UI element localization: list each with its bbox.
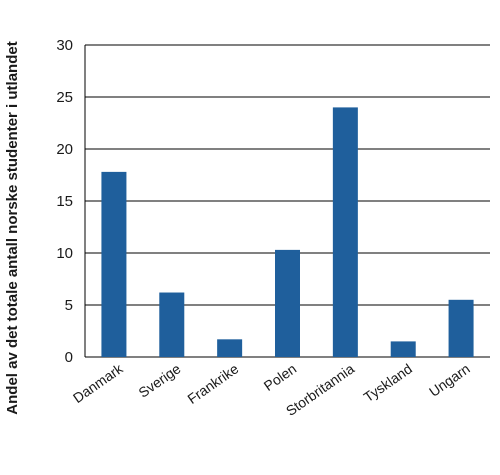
bar-frankrike: [217, 339, 243, 357]
x-tick-label: Polen: [261, 360, 300, 394]
x-tick-labels: Danmark Sverige Frankrike PolenStorbritanni…: [70, 360, 473, 419]
x-tick-label: Sverige: [135, 360, 183, 400]
bar-ungarn: [448, 299, 474, 357]
bars: [101, 107, 474, 358]
y-tick-label: 25: [56, 89, 73, 106]
y-tick-label: 20: [56, 141, 73, 158]
bar-storbritannia: [332, 107, 358, 358]
bar-tyskland: [390, 341, 416, 357]
y-axis-title: Andel av det totale antall norske studen…: [4, 41, 21, 414]
x-tick-label: Frankrike: [184, 360, 241, 407]
y-tick-label: 0: [65, 349, 73, 366]
y-tick-labels: 0 5 10 15 20 25 30: [56, 37, 73, 366]
bar-sverige: [159, 292, 185, 357]
y-tick-label: 5: [65, 297, 73, 314]
y-tick-label: 30: [56, 37, 73, 54]
x-tick-label: Danmark: [70, 360, 127, 406]
bar-danmark: [101, 171, 127, 357]
x-tick-label: Ungarn: [426, 360, 473, 399]
y-tick-label: 10: [56, 245, 73, 262]
bar-polen: [275, 249, 300, 357]
x-tick-label: Tyskland: [360, 360, 414, 405]
y-tick-label: 15: [56, 193, 73, 210]
